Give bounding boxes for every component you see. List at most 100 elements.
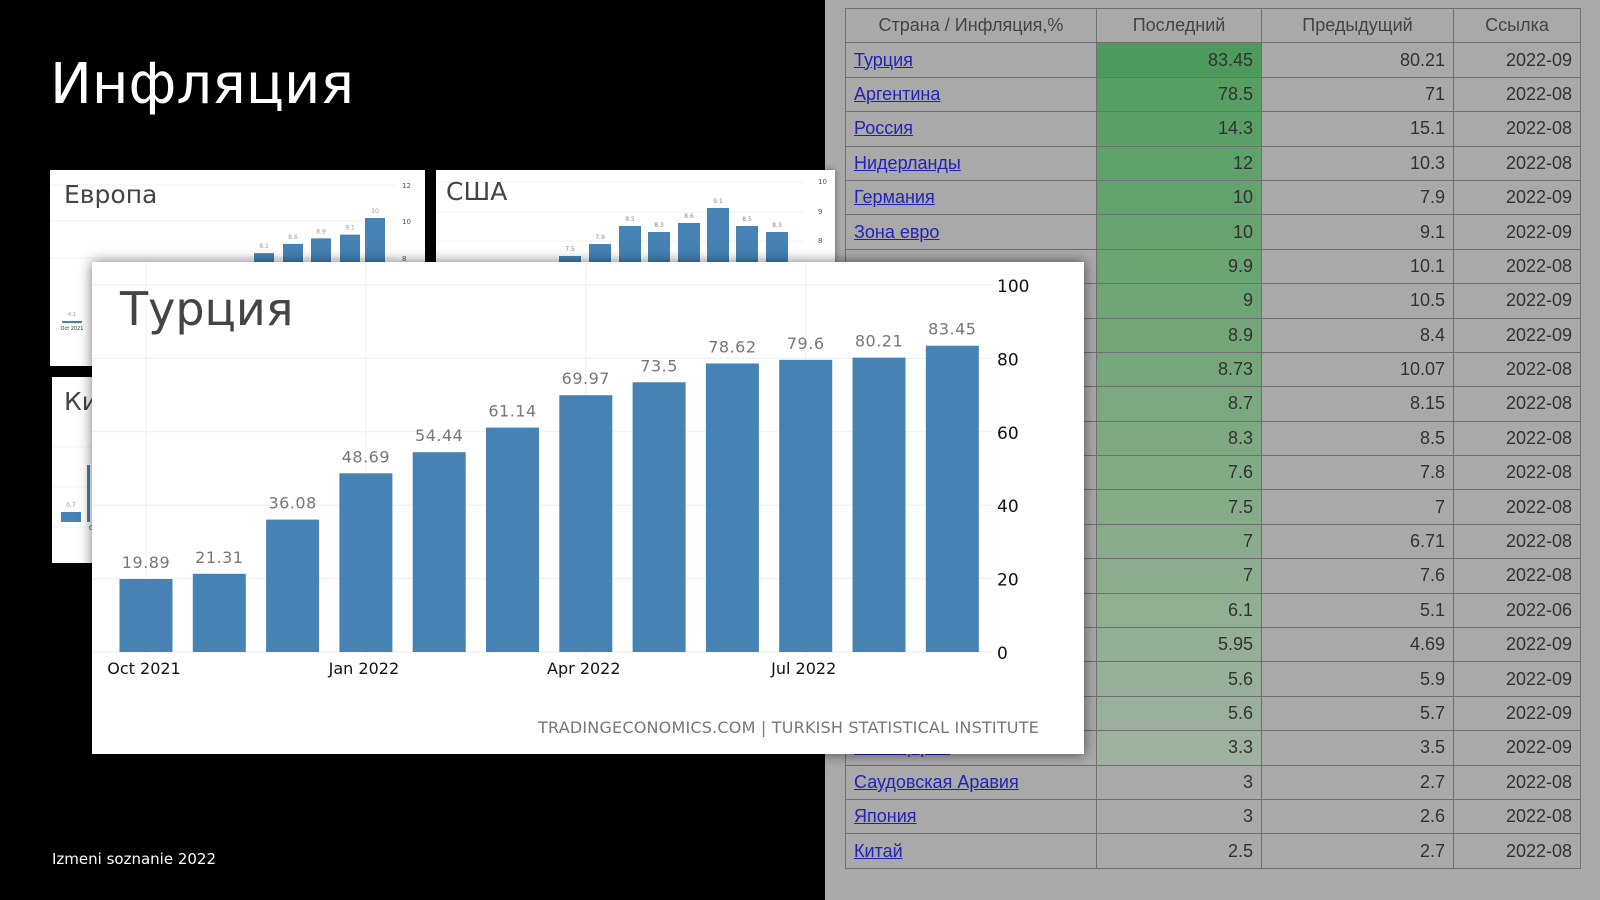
- reference-cell: 2022-09: [1453, 661, 1581, 697]
- country-cell: Турция: [845, 42, 1097, 78]
- bar: [559, 256, 581, 265]
- last-value-cell: 5.95: [1096, 627, 1262, 663]
- bar-value-label: 21.31: [195, 548, 243, 567]
- bar: [736, 226, 758, 265]
- previous-value-cell: 2.7: [1261, 764, 1454, 800]
- last-value-cell: 8.7: [1096, 386, 1262, 422]
- reference-cell: 2022-09: [1453, 42, 1581, 78]
- bar: [62, 321, 82, 323]
- country-cell: Китай: [845, 833, 1097, 869]
- bar-value-label: 79.6: [787, 334, 825, 353]
- y-tick-label: 9: [818, 208, 822, 216]
- reference-cell: 2022-08: [1453, 248, 1581, 285]
- y-tick-label: 80: [997, 350, 1019, 370]
- bar: [632, 382, 686, 652]
- bar-value-label: 61.14: [488, 402, 536, 421]
- bar: [648, 232, 670, 265]
- bar: [339, 473, 393, 652]
- table-row: Китай 2.5 2.7 2022-08: [845, 833, 1581, 869]
- table-row: Япония 3 2.6 2022-08: [845, 798, 1581, 835]
- x-tick-label: Oct 2021: [107, 659, 180, 678]
- turkey-bar-chart: 0 20 40 60 80 100 19.89 21.31 36.08 48.69 54.44 61.…: [92, 262, 1029, 678]
- last-value-cell: 8.73: [1096, 351, 1262, 388]
- chart-source: TRADINGECONOMICS.COM | TURKISH STATISTIC…: [538, 718, 1039, 737]
- x-tick-label: Apr 2022: [547, 659, 620, 678]
- table-row: Россия 14.3 15.1 2022-08: [845, 111, 1581, 147]
- last-value-cell: 5.6: [1096, 695, 1262, 732]
- previous-value-cell: 10.07: [1261, 351, 1454, 388]
- previous-value-cell: 7: [1261, 489, 1454, 525]
- country-cell: Зона евро: [845, 214, 1097, 250]
- table-row: Зона евро 10 9.1 2022-09: [845, 214, 1581, 250]
- last-value-cell: 10: [1096, 179, 1262, 216]
- country-link[interactable]: Германия: [854, 187, 935, 208]
- previous-value-cell: 5.1: [1261, 592, 1454, 629]
- bar-value-label: 8.3: [772, 222, 782, 229]
- bar: [705, 363, 759, 652]
- bar-value-label: 83.45: [928, 320, 976, 339]
- reference-cell: 2022-09: [1453, 695, 1581, 732]
- bar: [678, 223, 700, 265]
- country-link[interactable]: Аргентина: [854, 83, 941, 104]
- bar-value-label: 7.9: [595, 234, 605, 241]
- previous-value-cell: 7.6: [1261, 558, 1454, 594]
- previous-value-cell: 3.5: [1261, 730, 1454, 766]
- y-tick-label: 60: [997, 424, 1019, 444]
- reference-cell: 2022-08: [1453, 420, 1581, 457]
- reference-cell: 2022-08: [1453, 489, 1581, 525]
- bar: [61, 512, 81, 522]
- y-tick-label: 10: [818, 178, 827, 186]
- header-reference[interactable]: Ссылка: [1453, 7, 1581, 44]
- bar-value-label: 54.44: [415, 426, 463, 445]
- last-value-cell: 3: [1096, 764, 1262, 800]
- bar-value-label: 19.89: [122, 553, 170, 572]
- country-link[interactable]: Япония: [854, 806, 917, 827]
- previous-value-cell: 6.71: [1261, 523, 1454, 560]
- country-link[interactable]: Россия: [854, 118, 914, 139]
- slide-footer: Izmeni soznanie 2022: [52, 850, 216, 868]
- bar-value-label: 4.1: [68, 312, 76, 318]
- y-tick-label: 20: [997, 571, 1019, 591]
- last-value-cell: 14.3: [1096, 111, 1262, 147]
- previous-value-cell: 15.1: [1261, 111, 1454, 147]
- previous-value-cell: 2.7: [1261, 833, 1454, 869]
- header-country[interactable]: Страна / Инфляция,%: [845, 7, 1097, 44]
- previous-value-cell: 4.69: [1261, 627, 1454, 663]
- previous-value-cell: 5.7: [1261, 695, 1454, 732]
- bar: [707, 208, 729, 265]
- bar-value-label: 8.3: [654, 222, 664, 229]
- country-link[interactable]: Турция: [854, 49, 913, 70]
- bar: [266, 519, 320, 652]
- bar: [925, 345, 979, 652]
- reference-cell: 2022-08: [1453, 523, 1581, 560]
- last-value-cell: 83.45: [1096, 42, 1262, 78]
- bar-value-label: 8.9: [316, 228, 326, 235]
- country-link[interactable]: Зона евро: [854, 221, 940, 242]
- country-link[interactable]: Нидерланды: [854, 152, 961, 173]
- last-value-cell: 6.1: [1096, 592, 1262, 629]
- header-last[interactable]: Последний: [1096, 7, 1262, 44]
- last-value-cell: 7.6: [1096, 455, 1262, 491]
- reference-cell: 2022-08: [1453, 833, 1581, 869]
- country-link[interactable]: Китай: [854, 840, 903, 861]
- last-value-cell: 12: [1096, 145, 1262, 181]
- country-cell: Япония: [845, 798, 1097, 835]
- bar-value-label: 48.69: [342, 447, 390, 466]
- x-tick-label: Jan 2022: [328, 659, 399, 678]
- previous-value-cell: 71: [1261, 76, 1454, 113]
- table-row: Аргентина 78.5 71 2022-08: [845, 76, 1581, 113]
- bar-value-label: 8.5: [742, 216, 752, 223]
- x-tick-label: Jul 2022: [770, 659, 836, 678]
- table-row: Нидерланды 12 10.3 2022-08: [845, 145, 1581, 181]
- last-value-cell: 8.9: [1096, 317, 1262, 353]
- turkey-chart-card: 0 20 40 60 80 100 19.89 21.31 36.08 48.69 54.44 61.…: [92, 262, 1084, 754]
- reference-cell: 2022-09: [1453, 283, 1581, 319]
- reference-cell: 2022-08: [1453, 145, 1581, 181]
- header-previous[interactable]: Предыдущий: [1261, 7, 1454, 44]
- y-tick-label: 12: [402, 182, 411, 190]
- country-cell: Россия: [845, 111, 1097, 147]
- y-tick-label: 0: [997, 644, 1008, 664]
- bar: [766, 232, 788, 265]
- country-link[interactable]: Саудовская Аравия: [854, 771, 1019, 792]
- table-row: Германия 10 7.9 2022-09: [845, 179, 1581, 216]
